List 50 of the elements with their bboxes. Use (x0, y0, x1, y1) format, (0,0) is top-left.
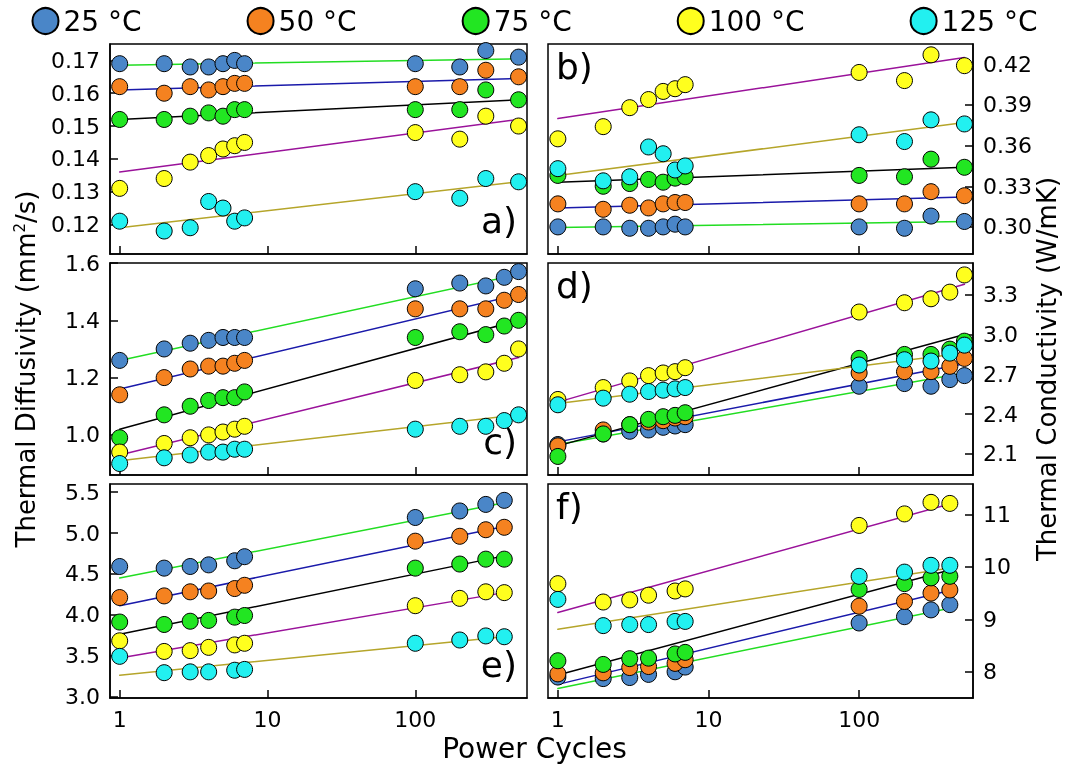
y-tick-label: 4.5 (65, 561, 100, 587)
y-axis-title: Thermal Diffusivity (mm2/s) (11, 190, 41, 549)
legend-label: 125 °C (941, 4, 1038, 38)
x-tick-label: 10 (694, 706, 723, 732)
x-tick-label: 100 (394, 706, 437, 732)
legend-label: 25 °C (63, 4, 142, 38)
y2-tick-label: 0.39 (983, 92, 1032, 118)
x-axis-title: Power Cycles (442, 731, 627, 765)
y2-tick-label: 2.1 (983, 441, 1018, 467)
y2-tick-label: 11 (983, 501, 1011, 527)
y-tick-label: 1.0 (65, 422, 100, 448)
y-tick-label: 3.5 (65, 643, 100, 669)
y-tick-label: 1.4 (65, 307, 100, 333)
annotation: a) (480, 199, 517, 241)
annotation: f) (556, 485, 583, 527)
annotation: e) (480, 643, 518, 685)
y2-tick-label: 2.4 (983, 401, 1018, 427)
y2-tick-label: 0.30 (983, 214, 1032, 240)
annotation: b) (556, 45, 593, 87)
y-tick-label: 5.0 (65, 520, 100, 546)
y-tick-label: 5.5 (65, 479, 100, 505)
y2-tick-label: 0.36 (983, 133, 1032, 159)
annotation: c) (483, 420, 518, 462)
x-tick-label: 100 (838, 706, 881, 732)
y-tick-label: 0.16 (51, 80, 100, 106)
y-tick-label: 1.6 (65, 250, 100, 276)
y2-tick-label: 0.33 (983, 173, 1032, 199)
y-tick-label: 4.0 (65, 602, 100, 628)
legend-label: 50 °C (278, 4, 357, 38)
y2-tick-label: 3.3 (983, 282, 1018, 308)
y-tick-label: 0.15 (51, 113, 100, 139)
x-tick-label: 1 (550, 706, 565, 732)
y-tick-label: 0.17 (51, 47, 100, 73)
y-tick-label: 3.0 (65, 683, 100, 709)
annotation: d) (556, 264, 593, 306)
y2-tick-label: 9 (983, 606, 997, 632)
x-tick-label: 10 (253, 706, 282, 732)
y2-tick-label: 8 (983, 659, 997, 685)
x-tick-label: 1 (112, 706, 127, 732)
y2-tick-label: 0.42 (983, 51, 1032, 77)
y-tick-label: 0.12 (51, 211, 100, 237)
y-tick-label: 1.2 (65, 365, 100, 391)
y2-tick-label: 10 (983, 554, 1011, 580)
y2-axis-title: Thermal Conductivity (W/mK) (1032, 176, 1062, 563)
y2-tick-label: 3.0 (983, 322, 1018, 348)
legend-label: 75 °C (493, 4, 572, 38)
y-tick-label: 0.14 (51, 146, 100, 172)
y2-tick-label: 2.7 (983, 361, 1018, 387)
legend-label: 100 °C (708, 4, 805, 38)
y-tick-label: 0.13 (51, 179, 100, 205)
